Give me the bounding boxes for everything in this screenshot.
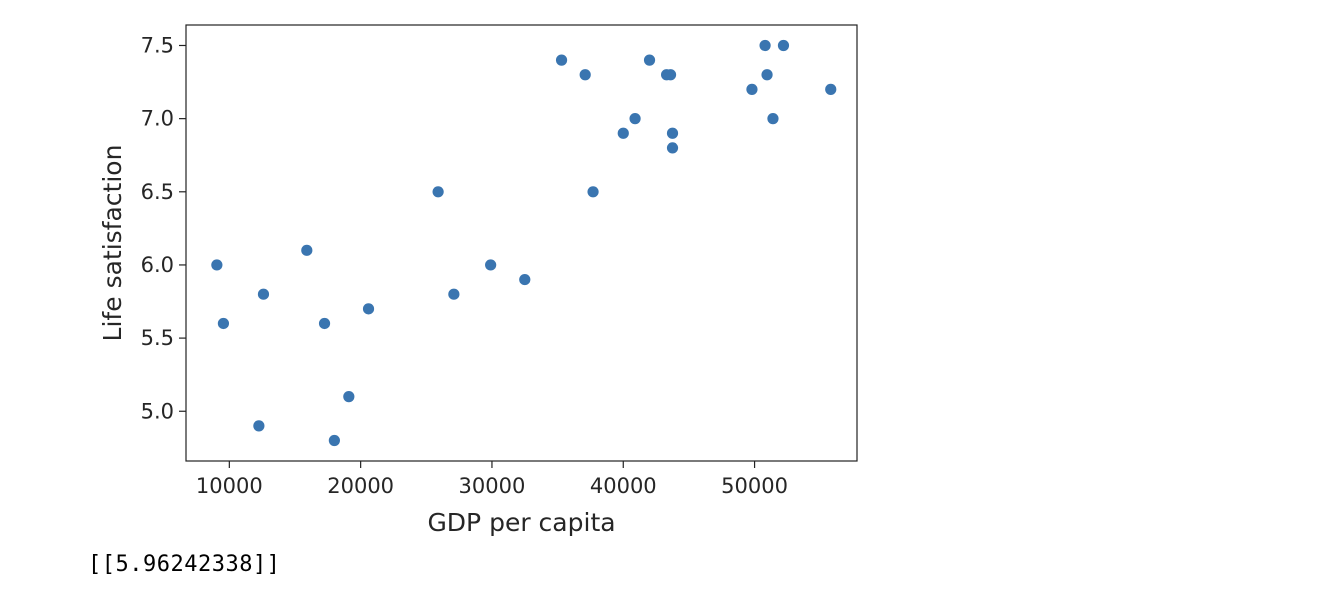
data-point [432,186,444,198]
y-axis-ticks: 5.0 5.5 6.0 6.5 7.0 7.5 [141,33,186,423]
x-tick-label: 30000 [459,474,526,498]
data-point [666,142,679,154]
data-point [746,83,758,95]
y-tick-label: 6.0 [141,253,174,277]
x-axis-label: GDP per capita [427,508,615,537]
data-point [664,69,677,81]
y-tick-label: 7.0 [141,107,174,131]
cell-output: [[5.96242338]] [88,552,281,577]
data-point [328,434,340,447]
plot-frame [185,24,858,462]
data-point [253,420,265,432]
data-point [257,288,270,300]
x-tick-label: 10000 [196,474,263,498]
data-point [448,288,460,300]
data-point [629,113,641,125]
data-points [211,39,837,447]
data-point [761,69,773,81]
x-tick-label: 20000 [327,474,394,498]
y-tick-label: 5.0 [141,399,174,423]
data-point [555,54,568,66]
scatter-chart: 10000 20000 30000 40000 50000 5.0 5.5 6.0 6.5 7.… [98,24,858,537]
data-point [485,259,497,271]
y-tick-label: 5.5 [141,326,174,350]
data-point [759,39,771,52]
data-point [362,303,375,315]
data-point [301,244,313,256]
y-tick-label: 6.5 [141,180,174,204]
data-point [825,83,837,95]
y-tick-label: 7.5 [141,33,174,57]
x-axis-ticks: 10000 20000 30000 40000 50000 [196,461,788,498]
data-point [211,259,223,271]
data-point [777,39,790,52]
data-point [666,127,679,139]
data-point [519,273,531,286]
data-point [579,69,591,81]
x-tick-label: 50000 [721,474,788,498]
data-point [617,127,629,139]
data-point [643,54,656,66]
data-point [343,391,355,403]
data-point [587,186,599,198]
data-point [767,113,779,125]
x-tick-label: 40000 [590,474,657,498]
y-axis-label: Life satisfaction [98,145,127,342]
data-point [318,317,331,330]
data-point [217,317,230,330]
